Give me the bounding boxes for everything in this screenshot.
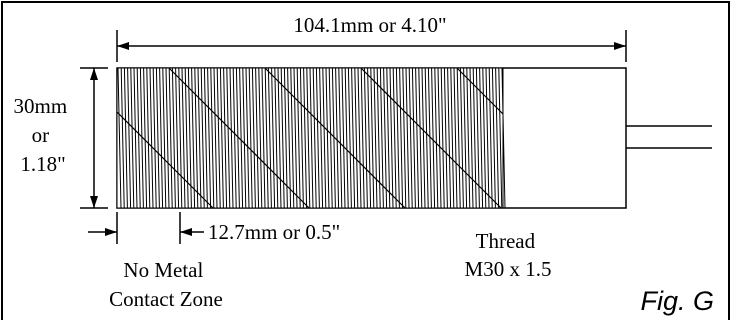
- thread-section: [116, 67, 506, 209]
- no-metal-zone-dimension: [88, 212, 204, 244]
- thread-label: Thread M30 x 1.5: [465, 229, 552, 281]
- no-metal-length-label: 12.7mm or 0.5": [208, 220, 340, 244]
- diameter-label: 30mm or 1.18": [14, 94, 73, 176]
- overall-length-label: 104.1mm or 4.10": [293, 13, 446, 37]
- overall-length-dimension: [116, 30, 627, 62]
- no-metal-zone-label: No Metal Contact Zone: [109, 258, 223, 311]
- diameter-dimension: [80, 67, 108, 209]
- cable: [626, 125, 712, 149]
- figure-frame: [1, 1, 730, 320]
- figure-label: Fig. G: [640, 286, 714, 316]
